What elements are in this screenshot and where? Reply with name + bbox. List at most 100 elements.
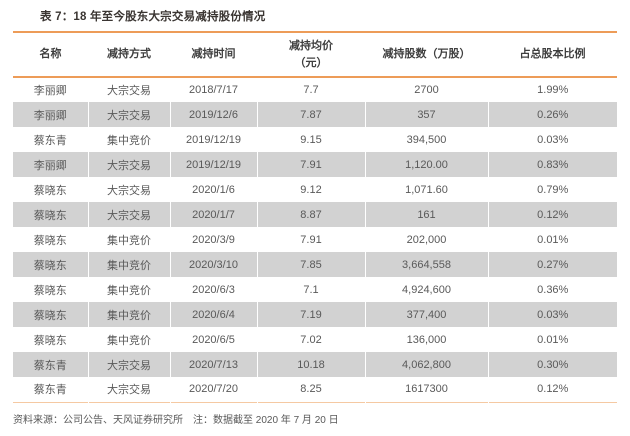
table-body: 李丽卿 大宗交易 2018/7/17 7.7 2700 1.99% 李丽卿 大宗交易 2019/… [13, 77, 617, 402]
holdings-table: 名称 减持方式 减持时间 减持均价 （元） 减持股数（万股） 占总股本比例 李丽… [13, 31, 617, 403]
table-row: 李丽卿 大宗交易 2019/12/6 7.87 357 0.26% [13, 102, 617, 127]
table-row: 蔡东青 大宗交易 2020/7/13 10.18 4,062,800 0.30% [13, 352, 617, 377]
cell-shares: 4,924,600 [364, 277, 488, 302]
cell-pct: 0.27% [487, 252, 617, 277]
cell-pct: 0.01% [487, 327, 617, 352]
cell-date: 2018/7/17 [169, 77, 257, 102]
cell-name: 蔡东青 [33, 384, 67, 397]
cell-name: 李丽卿 [33, 85, 67, 97]
cell-pct: 0.79% [487, 177, 617, 202]
cell-method: 集中竞价 [87, 277, 170, 302]
cell-avg-price: 7.1 [256, 277, 365, 302]
cell-name: 蔡晓东 [33, 284, 67, 297]
cell-name: 蔡东青 [33, 134, 67, 147]
table-row: 李丽卿 大宗交易 2018/7/17 7.7 2700 1.99% [13, 77, 617, 102]
cell-name: 李丽卿 [33, 109, 67, 122]
cell-name: 蔡东青 [33, 359, 67, 372]
table-row: 李丽卿 大宗交易 2019/12/19 7.91 1,120.00 0.83% [13, 152, 617, 177]
cell-pct: 0.36% [487, 277, 617, 302]
cell-method: 大宗交易 [87, 77, 170, 102]
source-note: 资料来源：公司公告、天风证券研究所 注：数据截至 2020 年 7 月 20 日 [13, 403, 617, 426]
cell-avg-price: 7.91 [256, 152, 365, 177]
cell-shares: 161 [364, 202, 488, 227]
cell-pct: 0.03% [487, 302, 617, 327]
cell-date: 2019/12/19 [169, 152, 257, 177]
cell-shares: 2700 [364, 77, 488, 102]
cell-avg-price: 7.7 [256, 77, 365, 102]
table-row: 蔡东青 集中竞价 2019/12/19 9.15 394,500 0.03% [13, 127, 617, 152]
cell-date: 2020/3/10 [169, 252, 257, 277]
cell-method: 集中竞价 [87, 252, 170, 277]
cell-date: 2020/1/7 [169, 202, 257, 227]
cell-method: 大宗交易 [87, 102, 170, 127]
cell-avg-price: 8.25 [256, 377, 365, 402]
source-text: 资料来源：公司公告、天风证券研究所 [13, 414, 183, 426]
cell-avg-price: 9.12 [256, 177, 365, 202]
cell-pct: 0.12% [487, 377, 617, 402]
cell-pct: 0.12% [487, 202, 617, 227]
cell-pct: 0.03% [487, 127, 617, 152]
cell-method: 大宗交易 [87, 177, 170, 202]
cell-avg-price: 8.87 [256, 202, 365, 227]
cell-pct: 0.30% [487, 352, 617, 377]
header-row: 名称 减持方式 减持时间 减持均价 （元） 减持股数（万股） 占总股本比例 [13, 32, 617, 77]
header-method: 减持方式 [107, 48, 151, 61]
cell-date: 2019/12/19 [169, 127, 257, 152]
cell-avg-price: 7.91 [256, 227, 365, 252]
cell-shares: 136,000 [364, 327, 488, 352]
cell-method: 集中竞价 [87, 127, 170, 152]
cell-shares: 1,120.00 [364, 152, 488, 177]
cell-shares: 202,000 [364, 227, 488, 252]
header-shares: 减持股数（万股） [382, 48, 471, 61]
header-date: 减持时间 [191, 48, 236, 61]
cell-shares: 357 [364, 102, 488, 127]
cell-method: 大宗交易 [87, 152, 170, 177]
header-pct: 占总股本比例 [519, 48, 586, 61]
cell-avg-price: 7.19 [256, 302, 365, 327]
cell-date: 2020/6/5 [169, 327, 257, 352]
report-table-figure: 表 7：18 年至今股东大宗交易减持股份情况 名称 减持方式 减持时间 减持均价… [13, 11, 617, 426]
cell-method: 集中竞价 [87, 302, 170, 327]
cell-pct: 1.99% [487, 77, 617, 102]
cell-shares: 394,500 [364, 127, 488, 152]
cell-date: 2020/6/3 [169, 277, 257, 302]
cell-avg-price: 9.15 [256, 127, 365, 152]
table-title: 表 7：18 年至今股东大宗交易减持股份情况 [40, 11, 266, 23]
cell-date: 2020/1/6 [169, 177, 257, 202]
cell-method: 大宗交易 [87, 352, 170, 377]
cell-date: 2020/6/4 [169, 302, 257, 327]
cell-avg-price: 7.85 [256, 252, 365, 277]
header-name: 名称 [39, 48, 62, 61]
cell-date: 2020/7/20 [169, 377, 257, 402]
cell-name: 蔡晓东 [33, 234, 67, 247]
cell-name: 蔡晓东 [33, 184, 67, 197]
cell-pct: 0.01% [487, 227, 617, 252]
table-row: 蔡晓东 大宗交易 2020/1/6 9.12 1,071.60 0.79% [13, 177, 617, 202]
cell-shares: 377,400 [364, 302, 488, 327]
table-row: 蔡晓东 大宗交易 2020/1/7 8.87 161 0.12% [13, 202, 617, 227]
cell-shares: 1617300 [364, 377, 488, 402]
cell-avg-price: 7.02 [256, 327, 365, 352]
table-row: 蔡晓东 集中竞价 2020/6/4 7.19 377,400 0.03% [13, 302, 617, 327]
cell-shares: 1,071.60 [364, 177, 488, 202]
cell-date: 2020/3/9 [169, 227, 257, 252]
cell-shares: 3,664,558 [364, 252, 488, 277]
table-row: 蔡东青 大宗交易 2020/7/20 8.25 1617300 0.12% [13, 377, 617, 402]
cell-name: 蔡晓东 [33, 209, 67, 222]
table-row: 蔡晓东 集中竞价 2020/3/10 7.85 3,664,558 0.27% [13, 252, 617, 277]
cell-name: 李丽卿 [33, 159, 67, 172]
header-avg-price: 减持均价 （元） [289, 40, 333, 69]
table-row: 蔡晓东 集中竞价 2020/3/9 7.91 202,000 0.01% [13, 227, 617, 252]
cell-date: 2019/12/6 [169, 102, 257, 127]
cell-name: 蔡晓东 [33, 334, 67, 347]
cell-method: 大宗交易 [87, 377, 170, 402]
table-row: 蔡晓东 集中竞价 2020/6/3 7.1 4,924,600 0.36% [13, 277, 617, 302]
cell-shares: 4,062,800 [364, 352, 488, 377]
cell-pct: 0.26% [487, 102, 617, 127]
cell-avg-price: 7.87 [256, 102, 365, 127]
table-header: 名称 减持方式 减持时间 减持均价 （元） 减持股数（万股） 占总股本比例 [13, 32, 617, 77]
cell-name: 蔡晓东 [33, 309, 67, 322]
table-row: 蔡晓东 集中竞价 2020/6/5 7.02 136,000 0.01% [13, 327, 617, 352]
cell-method: 集中竞价 [87, 327, 170, 352]
cell-pct: 0.83% [487, 152, 617, 177]
